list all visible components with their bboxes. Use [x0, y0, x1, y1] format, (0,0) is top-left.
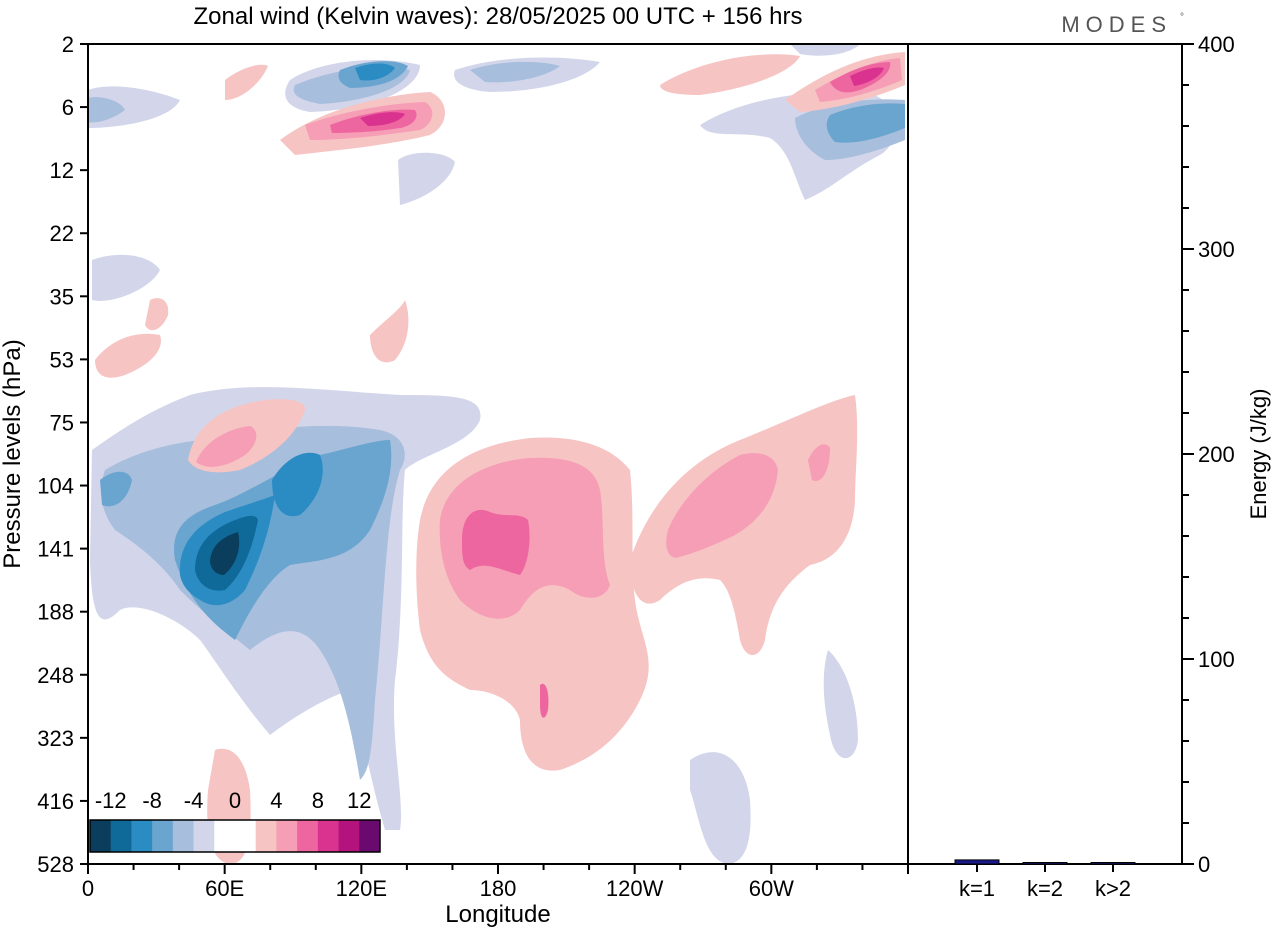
x-axis-ticks: 0 60E 120E 180 120W 60W [82, 864, 909, 901]
colorbar-swatch [255, 820, 277, 852]
colorbar-swatch [359, 820, 381, 852]
y-tick-label: 248 [37, 663, 74, 688]
energy-tick-label: 0 [1198, 852, 1210, 877]
energy-axis-label: Energy (J/kg) [1246, 389, 1271, 520]
contour-pos-4-upper [360, 112, 405, 126]
colorbar-swatch [297, 820, 319, 852]
x-tick-label: 0 [82, 876, 94, 901]
energy-tick-label: 400 [1198, 32, 1235, 57]
energy-bar [954, 859, 1000, 865]
contour-neg-4-second [272, 452, 323, 517]
colorbar-swatch [131, 820, 153, 852]
contour-neg-4-upper [355, 63, 395, 81]
energy-panel-frame [907, 43, 1183, 865]
x-tick-label: 180 [480, 876, 517, 901]
colorbar-swatch [235, 820, 257, 852]
energy-bars: k=1 k=2 k>2 [954, 859, 1136, 901]
y-tick-label: 2 [62, 32, 74, 57]
energy-tick-label: 300 [1198, 237, 1235, 262]
colorbar-frame [89, 819, 381, 853]
y-axis-levels: 2 6 12 22 35 53 75 104 141 188 248 323 416 528 [37, 32, 88, 877]
x-axis-label: Longitude [445, 901, 550, 928]
y-axis-label: Pressure levels (hPa) [0, 339, 26, 568]
colorbar-label: 8 [312, 788, 324, 813]
y-tick-label: 12 [50, 158, 74, 183]
contour-pos-4-upper-east [850, 67, 884, 86]
contour-pos-mid-4 [145, 298, 169, 331]
colorbar-swatch [193, 820, 215, 852]
contour-pos-2-east [666, 453, 778, 558]
colorbar-swatch [172, 820, 195, 852]
colorbar-label: -8 [142, 788, 162, 813]
colorbar-label: -4 [184, 788, 204, 813]
y-tick-label: 416 [37, 789, 74, 814]
y-tick-label: 22 [50, 221, 74, 246]
contour-neg-3-upper-east [826, 103, 905, 143]
x-tick-label: 60E [205, 876, 244, 901]
contour-pos-mid-2 [95, 333, 161, 378]
contour-pos-3-main [462, 509, 530, 575]
contour-pos-2-east-small [808, 444, 830, 481]
y-tick-label: 104 [37, 474, 74, 499]
y-tick-label: 6 [62, 95, 74, 120]
y-tick-label: 323 [37, 726, 74, 751]
colorbar-swatch [317, 820, 340, 852]
contour-neg-2-upper-far [470, 61, 560, 83]
colorbar-swatch [90, 820, 112, 852]
contour-neg-3-west [100, 471, 132, 507]
contour-pos-upper-4 [225, 64, 268, 100]
y-tick-label: 528 [37, 852, 74, 877]
y-tick-label: 141 [37, 537, 74, 562]
contour-neg-2-upper-left [88, 97, 125, 123]
colorbar-label: 12 [347, 788, 371, 813]
contour-pos-upper-2 [660, 54, 800, 95]
x-tick-label: 60W [749, 876, 794, 901]
y-tick-label: 35 [50, 284, 74, 309]
y-tick-label: 75 [50, 410, 74, 435]
colorbar-legend: -12 -8 -4 0 4 8 12 [89, 788, 381, 853]
colorbar-swatch [338, 820, 360, 852]
contour-neg-upper-west [92, 254, 160, 301]
colorbar-label: 0 [229, 788, 241, 813]
contour-neg-upper-top [790, 44, 860, 56]
x-tick-label: 120W [606, 876, 664, 901]
colorbar-swatch [276, 820, 298, 852]
contour-neg-outer-east [690, 752, 751, 864]
brand-logo: MODES [1061, 12, 1172, 37]
energy-bar [1022, 862, 1068, 865]
energy-tick-label: 200 [1198, 442, 1235, 467]
contour-neg-outer-far-east [823, 650, 858, 759]
chart-title: Zonal wind (Kelvin waves): 28/05/2025 00… [194, 3, 803, 30]
contour-pos-mid-3 [370, 300, 409, 363]
brand-mark: ° [1180, 12, 1184, 23]
colorbar-label: 4 [270, 788, 282, 813]
energy-category-label: k=1 [959, 876, 995, 901]
contour-pos-2-mid [196, 426, 257, 467]
energy-axis: 0 100 200 300 400 [1182, 32, 1235, 877]
contour-field [88, 44, 908, 864]
contour-neg-6-core [210, 532, 240, 575]
contour-neg-upper-strip [398, 152, 455, 205]
contour-pos-3-low [540, 683, 549, 718]
colorbar-label: -12 [95, 788, 127, 813]
y-tick-label: 53 [50, 347, 74, 372]
energy-bar [1090, 862, 1136, 865]
colorbar-swatch [214, 820, 236, 852]
colorbar-swatch [152, 820, 174, 852]
energy-category-label: k=2 [1027, 876, 1063, 901]
contour-shapes [88, 44, 905, 864]
x-tick-label: 120E [336, 876, 387, 901]
y-tick-label: 188 [37, 600, 74, 625]
colorbar-swatch [110, 820, 132, 852]
energy-tick-label: 100 [1198, 647, 1235, 672]
energy-category-label: k>2 [1095, 876, 1131, 901]
